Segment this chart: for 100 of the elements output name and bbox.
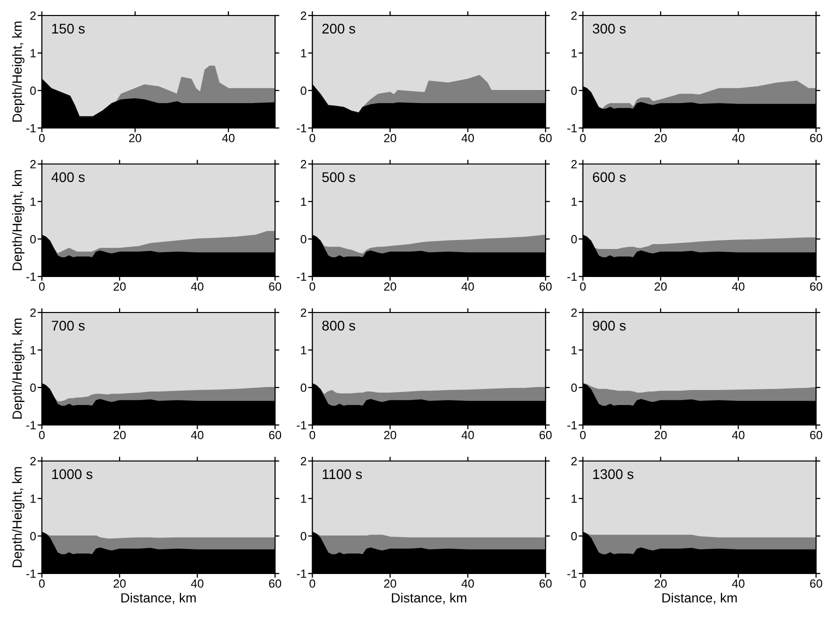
x-tick-label: 20 <box>384 579 396 588</box>
x-tick-label: 0 <box>580 579 586 588</box>
x-tick-label: 20 <box>384 430 396 440</box>
y-tick-label: 1 <box>301 198 306 206</box>
y-tick-label: -1 <box>567 272 577 281</box>
y-tick-label: -1 <box>26 570 36 578</box>
x-tick-label: 40 <box>732 430 744 440</box>
y-tick-label: 0 <box>30 86 36 95</box>
y-tick-label: 1 <box>572 494 577 503</box>
x-tick-label: 40 <box>732 282 744 291</box>
x-axis-title: Distance, km <box>392 592 466 604</box>
x-tick-label: 40 <box>222 134 235 142</box>
x-tick-label: 60 <box>540 134 552 142</box>
y-tick-label: 1 <box>572 198 577 206</box>
y-axis-title: Depth/Height, km <box>12 318 24 419</box>
x-tick-label: 40 <box>462 579 474 588</box>
x-tick-label: 20 <box>384 282 396 291</box>
annotation: 1300 s <box>593 469 634 480</box>
annotation: 1000 s <box>52 469 92 480</box>
y-tick-label: 1 <box>301 346 306 354</box>
x-tick-label: 0 <box>310 282 316 291</box>
y-tick-label: 1 <box>30 494 36 503</box>
y-tick-label: -1 <box>567 124 577 132</box>
x-tick-label: 40 <box>191 579 204 588</box>
x-tick-label: 0 <box>310 430 316 440</box>
y-tick-label: -1 <box>567 421 577 430</box>
x-tick-label: 0 <box>39 579 45 588</box>
annotation: 500 s <box>322 172 356 182</box>
y-axis-title: Depth/Height, km <box>12 467 24 568</box>
y-tick-label: 2 <box>571 457 577 466</box>
y-tick-label: 0 <box>571 384 577 392</box>
y-tick-label: 2 <box>300 457 306 466</box>
x-axis-title: Distance, km <box>121 592 196 604</box>
y-tick-label: -1 <box>26 272 36 281</box>
annotation: 150 s <box>52 24 85 34</box>
y-tick-label: -1 <box>296 124 306 132</box>
x-tick-label: 20 <box>654 134 667 142</box>
y-tick-label: 2 <box>571 308 577 317</box>
y-tick-label: -1 <box>296 272 306 281</box>
y-tick-label: 0 <box>571 532 577 540</box>
x-tick-label: 20 <box>114 579 126 588</box>
y-tick-label: -1 <box>26 124 36 132</box>
annotation: 600 s <box>592 172 626 182</box>
y-tick-label: 1 <box>30 49 36 58</box>
x-tick-label: 60 <box>540 282 552 291</box>
y-tick-label: 1 <box>301 49 306 58</box>
x-tick-label: 40 <box>191 282 204 291</box>
x-tick-label: 20 <box>384 134 396 142</box>
x-tick-label: 40 <box>732 134 744 142</box>
y-tick-label: 2 <box>300 12 306 20</box>
y-tick-label: 2 <box>300 308 306 317</box>
x-tick-label: 0 <box>580 134 586 142</box>
x-tick-label: 20 <box>129 134 142 142</box>
y-tick-label: 2 <box>30 160 36 168</box>
y-tick-label: 0 <box>300 86 306 95</box>
x-tick-label: 20 <box>654 430 667 440</box>
y-tick-label: -1 <box>26 421 36 430</box>
x-tick-label: 0 <box>39 282 45 291</box>
y-tick-label: 2 <box>30 457 36 466</box>
y-tick-label: 2 <box>30 12 36 20</box>
y-axis-title: Depth/Height, km <box>12 170 24 270</box>
x-tick-label: 40 <box>462 282 474 291</box>
y-tick-label: 0 <box>30 532 36 540</box>
y-axis-title: Depth/Height, km <box>12 22 24 122</box>
x-tick-label: 60 <box>269 579 282 588</box>
annotation: 700 s <box>52 320 85 331</box>
x-tick-label: 60 <box>810 579 822 588</box>
x-tick-label: 20 <box>654 282 667 291</box>
y-tick-label: 1 <box>30 346 36 354</box>
x-tick-label: 60 <box>810 282 822 291</box>
x-tick-label: 40 <box>462 134 474 142</box>
annotation: 200 s <box>322 24 356 34</box>
y-tick-label: 1 <box>572 346 577 354</box>
x-tick-label: 20 <box>654 579 667 588</box>
x-tick-label: 0 <box>39 430 45 440</box>
y-tick-label: -1 <box>296 570 306 578</box>
y-tick-label: -1 <box>567 570 577 578</box>
x-tick-label: 40 <box>462 430 474 440</box>
x-tick-label: 0 <box>580 430 586 440</box>
y-tick-label: 2 <box>571 160 577 168</box>
y-tick-label: 0 <box>300 532 306 540</box>
y-tick-label: 2 <box>30 308 36 317</box>
y-tick-label: 2 <box>571 12 577 20</box>
x-tick-label: 60 <box>540 579 552 588</box>
y-tick-label: 0 <box>30 384 36 392</box>
x-tick-label: 60 <box>810 134 822 142</box>
y-tick-label: 0 <box>300 235 306 244</box>
annotation: 800 s <box>322 320 356 331</box>
x-tick-label: 0 <box>310 134 316 142</box>
annotation: 1100 s <box>322 469 362 480</box>
y-tick-label: 1 <box>30 198 36 206</box>
annotation: 900 s <box>592 320 626 331</box>
y-tick-label: 0 <box>571 86 577 95</box>
y-tick-label: -1 <box>296 421 306 430</box>
x-tick-label: 40 <box>732 579 744 588</box>
x-tick-label: 60 <box>810 430 822 440</box>
x-tick-label: 60 <box>269 430 282 440</box>
x-tick-label: 60 <box>269 282 282 291</box>
y-tick-label: 1 <box>572 49 577 58</box>
y-tick-label: 2 <box>300 160 306 168</box>
